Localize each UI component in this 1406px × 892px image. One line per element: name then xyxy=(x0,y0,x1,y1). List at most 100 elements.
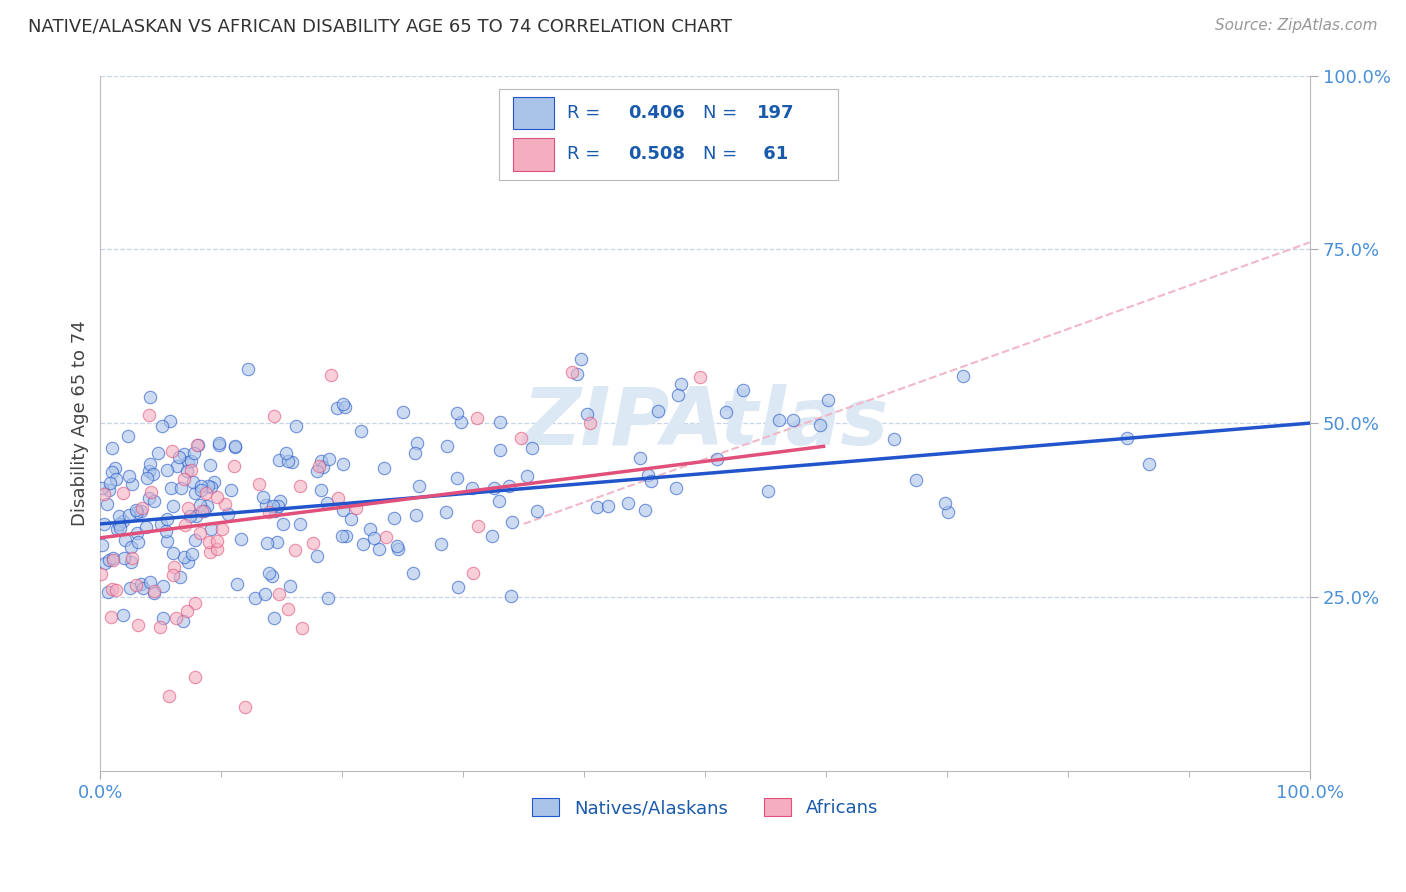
Africans xyxy=(561,365,583,379)
Africans xyxy=(165,611,187,625)
Africans xyxy=(184,670,207,684)
Natives/Alaskans xyxy=(183,446,205,460)
Natives/Alaskans xyxy=(256,536,278,550)
Natives/Alaskans xyxy=(262,569,284,583)
Natives/Alaskans xyxy=(333,401,356,415)
Natives/Alaskans xyxy=(1116,431,1139,445)
Natives/Alaskans xyxy=(195,499,218,513)
Natives/Alaskans xyxy=(405,436,427,450)
Natives/Alaskans xyxy=(138,491,160,505)
Natives/Alaskans xyxy=(132,581,155,595)
Natives/Alaskans xyxy=(332,503,354,517)
Natives/Alaskans xyxy=(162,499,184,513)
Africans xyxy=(162,559,184,574)
Natives/Alaskans xyxy=(121,477,143,491)
Natives/Alaskans xyxy=(100,475,122,490)
Natives/Alaskans xyxy=(316,591,339,606)
Africans xyxy=(222,458,245,473)
Natives/Alaskans xyxy=(177,455,200,469)
Natives/Alaskans xyxy=(177,555,200,569)
Natives/Alaskans xyxy=(155,524,177,538)
Natives/Alaskans xyxy=(170,482,193,496)
Natives/Alaskans xyxy=(101,550,124,565)
Natives/Alaskans xyxy=(184,533,207,548)
Natives/Alaskans xyxy=(139,575,162,590)
Natives/Alaskans xyxy=(125,526,148,541)
Natives/Alaskans xyxy=(188,498,211,512)
Natives/Alaskans xyxy=(706,452,728,467)
Africans xyxy=(139,485,162,500)
Natives/Alaskans xyxy=(166,458,188,473)
Africans xyxy=(284,543,307,558)
Natives/Alaskans xyxy=(97,483,120,498)
Natives/Alaskans xyxy=(665,481,688,495)
Natives/Alaskans xyxy=(193,503,215,517)
Natives/Alaskans xyxy=(368,541,391,556)
Natives/Alaskans xyxy=(488,494,510,508)
Natives/Alaskans xyxy=(666,388,689,402)
Natives/Alaskans xyxy=(569,352,592,367)
Natives/Alaskans xyxy=(402,566,425,581)
Text: Source: ZipAtlas.com: Source: ZipAtlas.com xyxy=(1215,18,1378,33)
Natives/Alaskans xyxy=(176,464,198,478)
Natives/Alaskans xyxy=(817,392,839,407)
Natives/Alaskans xyxy=(526,504,548,518)
Africans xyxy=(510,431,533,445)
Natives/Alaskans xyxy=(309,454,332,468)
Natives/Alaskans xyxy=(516,469,538,483)
Africans xyxy=(138,409,160,423)
Natives/Alaskans xyxy=(152,419,174,434)
Natives/Alaskans xyxy=(352,537,374,551)
Natives/Alaskans xyxy=(120,581,142,595)
Africans xyxy=(149,620,172,634)
Natives/Alaskans xyxy=(181,475,204,490)
Africans xyxy=(111,485,134,500)
Natives/Alaskans xyxy=(315,496,337,510)
Africans xyxy=(90,566,112,581)
Legend: Natives/Alaskans, Africans: Natives/Alaskans, Africans xyxy=(526,791,884,824)
Natives/Alaskans xyxy=(311,460,333,475)
Natives/Alaskans xyxy=(628,450,651,465)
Natives/Alaskans xyxy=(285,418,308,433)
Natives/Alaskans xyxy=(190,483,212,497)
Natives/Alaskans xyxy=(266,534,288,549)
Africans xyxy=(308,459,330,474)
Africans xyxy=(131,501,153,516)
Africans xyxy=(100,609,122,624)
Africans xyxy=(121,551,143,566)
Natives/Alaskans xyxy=(180,548,202,562)
Natives/Alaskans xyxy=(190,479,212,493)
Natives/Alaskans xyxy=(263,611,285,625)
Natives/Alaskans xyxy=(98,553,121,567)
Africans xyxy=(578,417,600,431)
Natives/Alaskans xyxy=(138,464,160,478)
Natives/Alaskans xyxy=(936,505,959,519)
Natives/Alaskans xyxy=(155,534,177,549)
Natives/Alaskans xyxy=(111,514,134,528)
Natives/Alaskans xyxy=(146,446,169,460)
Natives/Alaskans xyxy=(91,481,114,495)
Natives/Alaskans xyxy=(387,541,409,556)
Natives/Alaskans xyxy=(120,555,142,569)
Natives/Alaskans xyxy=(309,483,332,497)
Africans xyxy=(198,544,221,558)
Africans xyxy=(191,504,214,518)
Africans xyxy=(205,534,228,549)
Natives/Alaskans xyxy=(952,369,974,384)
Natives/Alaskans xyxy=(498,478,520,492)
Natives/Alaskans xyxy=(385,539,408,553)
Africans xyxy=(319,368,342,383)
Natives/Alaskans xyxy=(575,407,598,421)
Natives/Alaskans xyxy=(405,508,427,522)
Natives/Alaskans xyxy=(436,438,458,452)
Natives/Alaskans xyxy=(127,505,149,519)
Natives/Alaskans xyxy=(125,503,148,517)
Africans xyxy=(689,369,711,384)
Natives/Alaskans xyxy=(159,413,181,427)
Africans xyxy=(269,587,291,601)
Natives/Alaskans xyxy=(243,591,266,605)
Natives/Alaskans xyxy=(637,468,659,483)
Natives/Alaskans xyxy=(274,446,297,460)
Natives/Alaskans xyxy=(408,478,430,492)
Africans xyxy=(177,500,200,515)
